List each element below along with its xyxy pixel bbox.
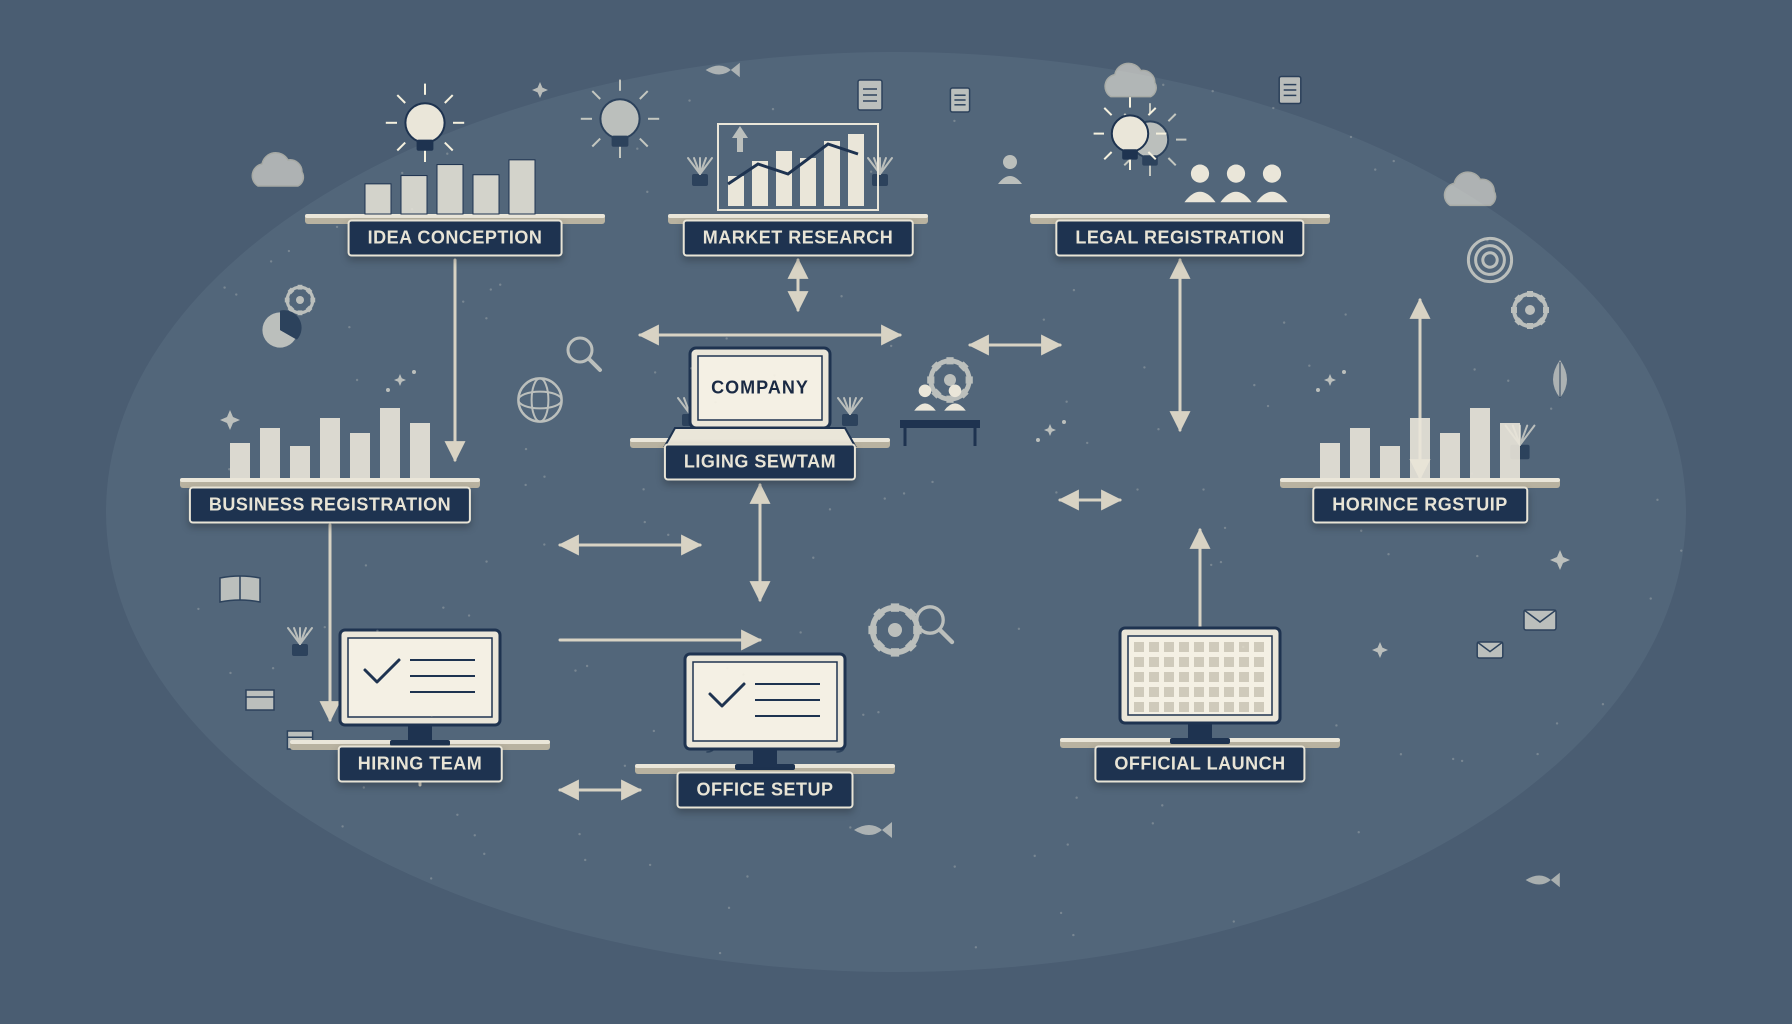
node-label-horince: HORINCE RGSTUIP — [1312, 487, 1528, 524]
node-label-market: MARKET RESEARCH — [683, 220, 914, 257]
infographic-canvas: IDEA CONCEPTION MARKET RESEARCH LEGAL REGI… — [0, 0, 1792, 1024]
node-label-idea: IDEA CONCEPTION — [348, 220, 563, 257]
node-label-center: LIGING SEWTAM — [664, 444, 856, 481]
node-label-legal: LEGAL REGISTRATION — [1055, 220, 1304, 257]
node-label-office: OFFICE SETUP — [676, 772, 853, 809]
node-label-hiring: HIRING TEAM — [338, 746, 503, 783]
node-label-bizreg: BUSINESS REGISTRATION — [189, 487, 471, 524]
laptop-screen-text: COMPANY — [711, 378, 809, 399]
node-label-launch: OFFICIAL LAUNCH — [1094, 746, 1305, 783]
